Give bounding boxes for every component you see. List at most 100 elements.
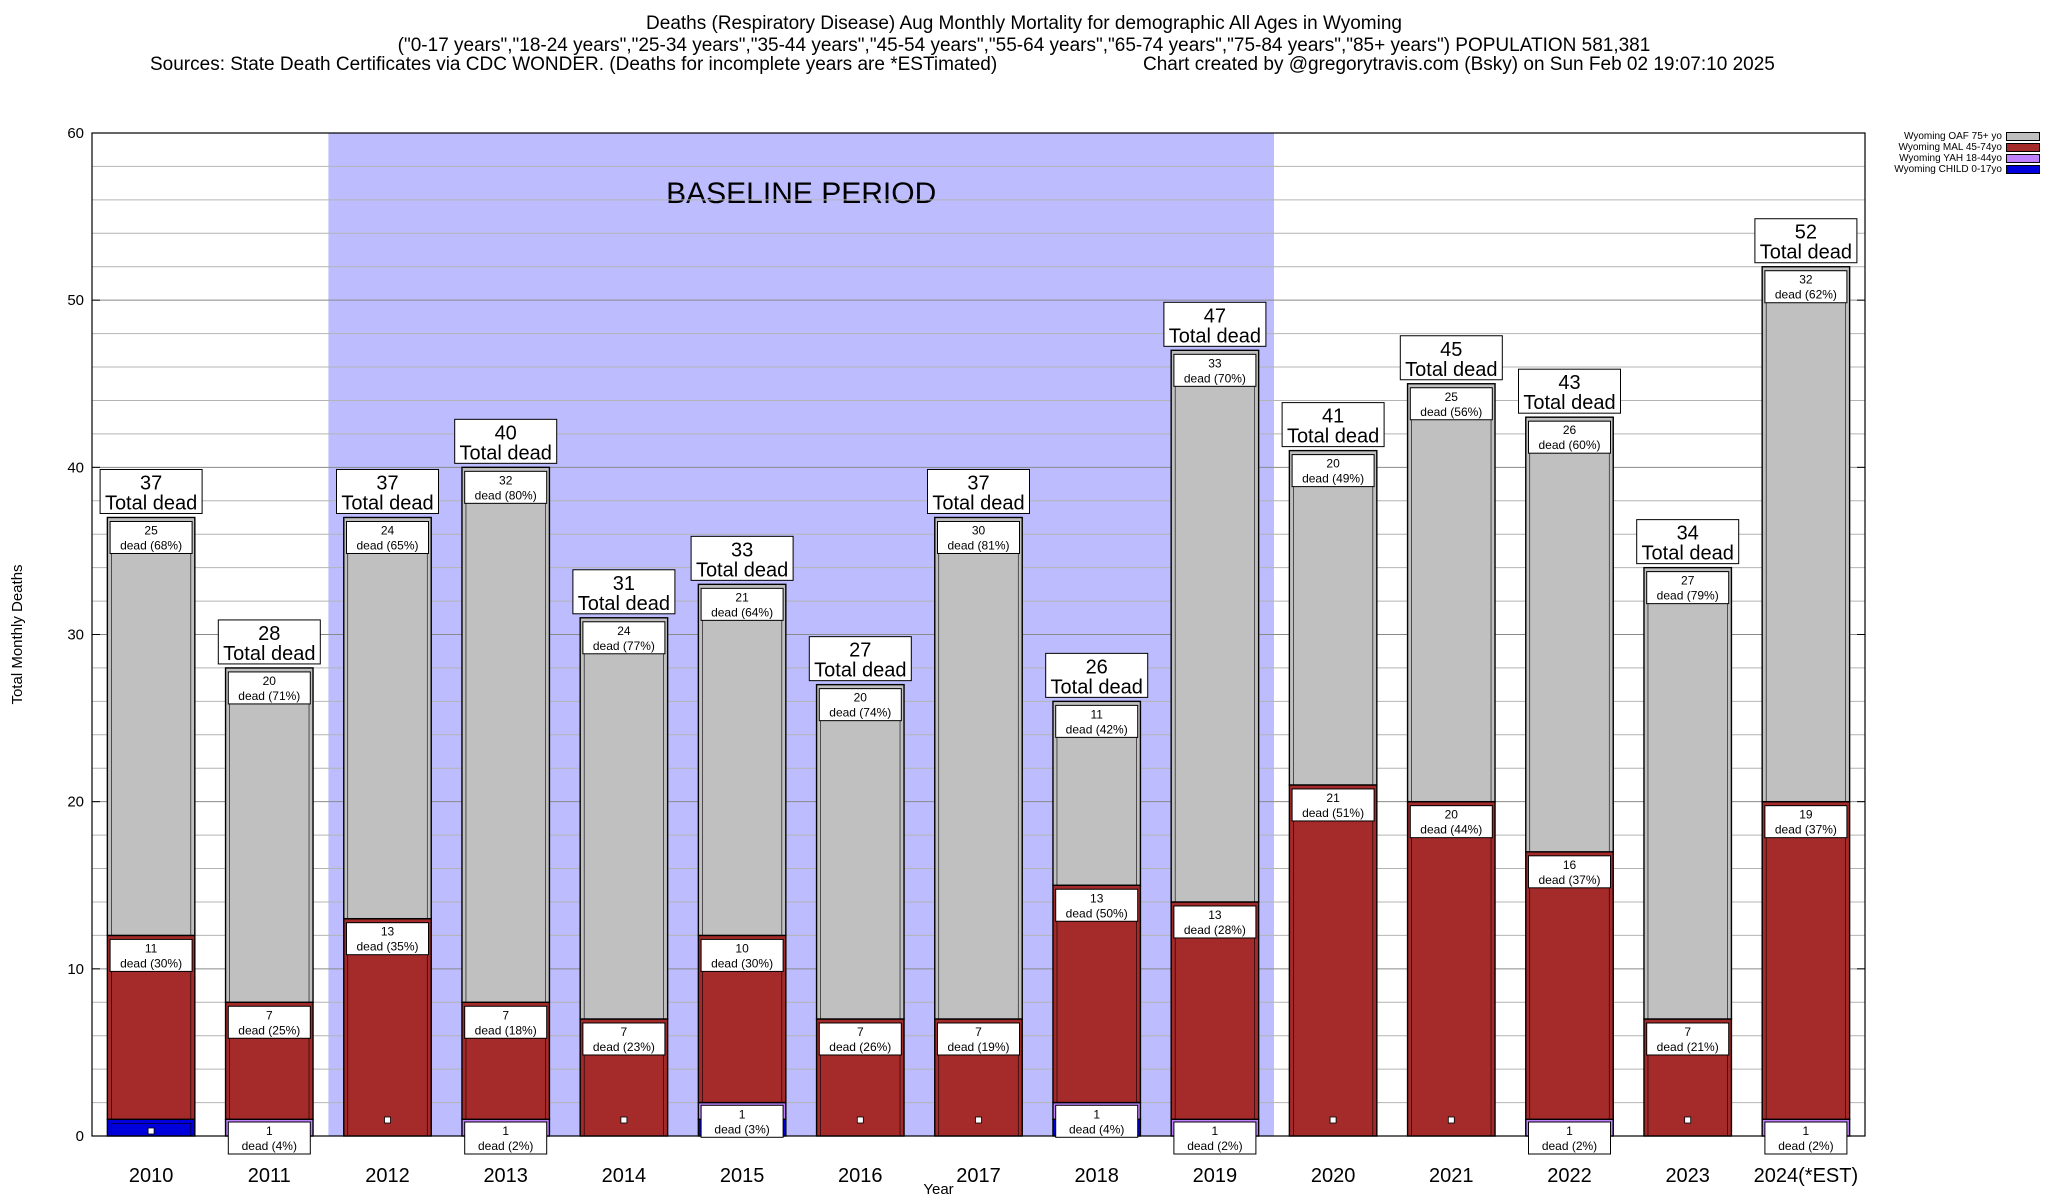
total-label-caption: Total dead xyxy=(814,660,906,682)
segment-label-box xyxy=(1409,387,1493,421)
zero-marker xyxy=(620,1116,628,1124)
segment-label-percent: dead (50%) xyxy=(1066,906,1128,920)
segment-label-percent: dead (37%) xyxy=(1775,823,1837,837)
bar-segment xyxy=(1406,383,1496,803)
bar-segment xyxy=(1288,784,1378,1137)
y-tick-label: 30 xyxy=(67,627,84,644)
segment-label-count: 1 xyxy=(266,1124,273,1138)
segment-label-count: 13 xyxy=(1090,891,1104,905)
total-label-value: 34 xyxy=(1677,523,1699,545)
segment-label-box xyxy=(1528,1121,1611,1155)
total-label-value: 52 xyxy=(1795,222,1817,244)
segment-label-box xyxy=(1764,270,1848,304)
total-label-value: 47 xyxy=(1204,305,1226,327)
total-label-value: 41 xyxy=(1322,406,1344,428)
total-label-box xyxy=(454,418,558,464)
segment-label-percent: dead (64%) xyxy=(711,605,773,619)
segment-label-box xyxy=(109,938,193,972)
segment-label-box xyxy=(1291,788,1375,822)
legend-swatch xyxy=(2006,165,2040,174)
x-tick-label: 2015 xyxy=(720,1165,765,1187)
legend-entry: Wyoming MAL 45-74yo xyxy=(1894,142,2040,153)
segment-label-box xyxy=(937,1022,1020,1056)
segment-label-box xyxy=(1055,1104,1139,1138)
segment-label-percent: dead (26%) xyxy=(829,1040,891,1054)
bar-segment xyxy=(343,516,432,920)
total-label-box xyxy=(1636,519,1740,565)
segment-label-box xyxy=(1528,855,1611,889)
segment-label-box xyxy=(818,1022,902,1056)
zero-marker xyxy=(1329,1116,1337,1124)
segment-label-box xyxy=(464,470,548,504)
segment-label-count: 24 xyxy=(617,624,631,638)
segment-label-count: 13 xyxy=(381,925,395,939)
segment-label-box xyxy=(109,520,193,554)
total-label-caption: Total dead xyxy=(1169,325,1261,347)
x-tick-label: 2024(*EST) xyxy=(1754,1165,1859,1187)
total-label-box xyxy=(99,468,203,514)
x-tick-label: 2021 xyxy=(1429,1165,1474,1187)
x-tick-label: 2012 xyxy=(365,1165,410,1187)
segment-label-count: 1 xyxy=(739,1107,746,1121)
legend-swatch xyxy=(2006,143,2040,152)
total-label-value: 37 xyxy=(376,472,398,494)
segment-label-percent: dead (42%) xyxy=(1066,722,1128,736)
sources-text: Sources: State Death Certificates via CD… xyxy=(150,54,998,75)
legend-swatch xyxy=(2006,154,2040,163)
total-label-value: 43 xyxy=(1558,372,1580,394)
bar-segment xyxy=(1170,349,1260,903)
total-label-box xyxy=(217,619,321,665)
segment-label-percent: dead (74%) xyxy=(829,706,891,720)
total-label-box xyxy=(1281,402,1385,448)
bar-segment xyxy=(1643,566,1733,1020)
segment-label-count: 20 xyxy=(854,691,868,705)
segment-label-count: 26 xyxy=(1563,423,1577,437)
segment-label-box xyxy=(227,1005,311,1039)
segment-label-box xyxy=(700,587,784,621)
total-label-caption: Total dead xyxy=(1405,359,1497,381)
segment-label-percent: dead (65%) xyxy=(356,538,418,552)
segment-label-count: 21 xyxy=(735,590,749,604)
total-label-box xyxy=(1399,335,1503,381)
segment-label-count: 13 xyxy=(1208,908,1222,922)
legend: Wyoming OAF 75+ yo Wyoming MAL 45-74yo Wyo… xyxy=(1894,131,2040,175)
bar-segment-inner xyxy=(111,1122,192,1137)
segment-label-percent: dead (28%) xyxy=(1184,923,1246,937)
segment-label-percent: dead (30%) xyxy=(120,956,182,970)
segment-label-box xyxy=(1764,1121,1848,1155)
bar-segment xyxy=(1288,449,1378,786)
segment-label-count: 30 xyxy=(972,523,986,537)
chart-title: Deaths (Respiratory Disease) Aug Monthly… xyxy=(646,13,1402,34)
y-tick-label: 60 xyxy=(67,125,84,142)
zero-marker xyxy=(975,1116,982,1124)
bar-segment xyxy=(461,466,551,1003)
segment-label-percent: dead (30%) xyxy=(711,956,773,970)
total-label-caption: Total dead xyxy=(696,559,788,581)
y-axis-label: Total Monthly Deaths xyxy=(9,564,26,704)
bar-segment xyxy=(1761,800,1851,1120)
segment-label-percent: dead (62%) xyxy=(1775,288,1837,302)
segment-label-count: 1 xyxy=(1803,1124,1810,1138)
segment-label-percent: dead (21%) xyxy=(1657,1040,1719,1054)
segment-label-count: 21 xyxy=(1326,791,1340,805)
total-label-caption: Total dead xyxy=(105,492,197,514)
segment-label-percent: dead (18%) xyxy=(475,1023,537,1037)
total-label-caption: Total dead xyxy=(460,442,552,464)
segment-label-percent: dead (68%) xyxy=(120,538,182,552)
segment-label-percent: dead (35%) xyxy=(356,940,418,954)
segment-label-box xyxy=(464,1005,548,1039)
segment-label-box xyxy=(1646,571,1730,605)
credit-text: Chart created by @gregorytravis.com (Bsk… xyxy=(1143,54,1775,75)
segment-label-count: 1 xyxy=(1093,1107,1100,1121)
segment-label-percent: dead (4%) xyxy=(1069,1122,1124,1136)
total-label-box xyxy=(927,468,1030,514)
bar-segment xyxy=(1525,851,1614,1120)
total-label-caption: Total dead xyxy=(1051,676,1143,698)
x-tick-label: 2010 xyxy=(129,1165,174,1187)
total-label-caption: Total dead xyxy=(1642,543,1734,565)
segment-label-count: 1 xyxy=(1566,1124,1573,1138)
segment-label-box xyxy=(937,520,1020,554)
total-label-caption: Total dead xyxy=(223,643,315,665)
segment-label-box xyxy=(700,1104,784,1138)
